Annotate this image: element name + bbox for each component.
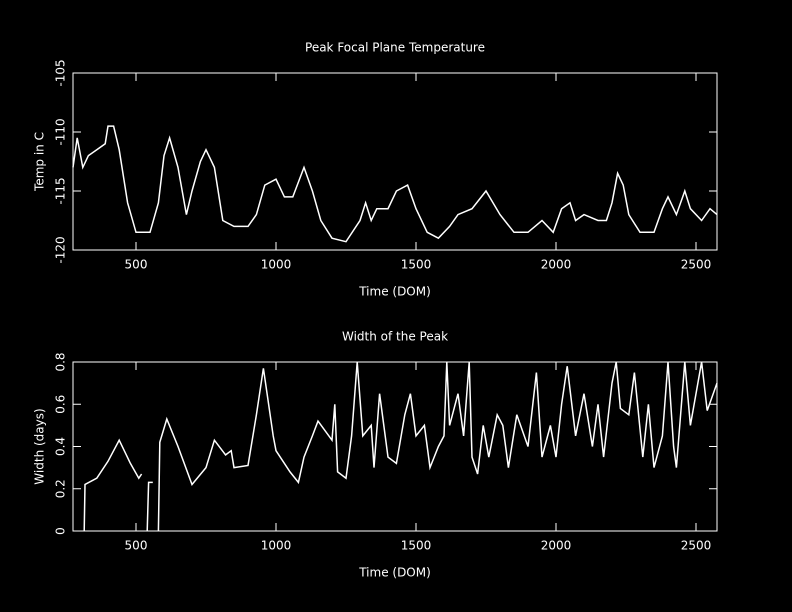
y-tick-label: -120 [54, 236, 68, 263]
x-axis-label: Time (DOM) [358, 566, 431, 580]
x-tick-label: 1000 [261, 258, 292, 272]
data-line [72, 125, 718, 243]
x-tick-label: 1000 [261, 539, 292, 553]
y-axis-label: Width (days) [33, 408, 47, 484]
plot-frame [72, 72, 718, 251]
data-line [83, 361, 718, 532]
x-axis-label: Time (DOM) [358, 285, 431, 299]
chart-title: Width of the Peak [342, 330, 448, 344]
x-tick-label: 500 [125, 258, 148, 272]
y-tick-label: 0.6 [54, 395, 68, 414]
x-tick-label: 500 [125, 539, 148, 553]
y-tick-label: -110 [54, 118, 68, 145]
y-tick-label: 0.2 [54, 479, 68, 498]
x-tick-label: 1500 [401, 258, 432, 272]
y-tick-label: 0 [54, 527, 68, 535]
x-tick-label: 2000 [541, 258, 572, 272]
y-tick-label: 0.4 [54, 437, 68, 456]
plot-frame [72, 361, 718, 532]
x-tick-label: 2500 [681, 258, 712, 272]
x-tick-label: 1500 [401, 539, 432, 553]
y-tick-label: -115 [54, 177, 68, 204]
chart-title: Peak Focal Plane Temperature [305, 41, 485, 55]
x-tick-label: 2000 [541, 539, 572, 553]
x-tick-label: 2500 [681, 539, 712, 553]
y-axis-label: Temp in C [33, 132, 47, 192]
y-tick-label: 0.8 [54, 352, 68, 371]
y-tick-label: -105 [54, 59, 68, 86]
